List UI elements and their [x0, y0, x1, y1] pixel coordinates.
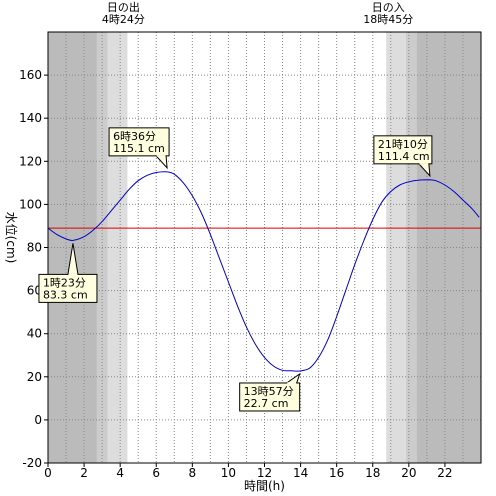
y-tick-label: 160 — [19, 68, 42, 82]
x-tick-label: 12 — [257, 466, 272, 480]
callout-box — [373, 135, 433, 165]
tide-line — [47, 171, 480, 372]
callout-time: 6時36分 — [113, 130, 156, 143]
x-tick-label: 8 — [189, 466, 197, 480]
callout-box — [239, 382, 301, 412]
x-tick-label: 4 — [116, 466, 124, 480]
callout-value: 115.1 cm — [113, 142, 165, 155]
y-tick-label: 80 — [27, 241, 42, 255]
grid-lines — [48, 32, 481, 463]
x-tick-label: 18 — [365, 466, 380, 480]
x-tick-label: 0 — [44, 466, 52, 480]
x-tick-label: 2 — [80, 466, 88, 480]
callout-value: 22.7 cm — [244, 397, 289, 410]
x-tick-label: 6 — [152, 466, 160, 480]
y-tick-label: 20 — [27, 370, 42, 384]
y-tick-label: 100 — [19, 197, 42, 211]
sun-labels: 日の出 4時24分 日の入 18時45分 — [102, 0, 413, 26]
callout-box — [38, 273, 98, 303]
x-axis-ticks: 0 2 4 6 8 10 12 14 16 18 20 22 — [44, 463, 453, 480]
y-axis-label: 水位(cm) — [4, 212, 19, 264]
y-tick-label: -20 — [22, 456, 42, 470]
callout-time: 1時23分 — [43, 276, 86, 289]
x-tick-label: 22 — [437, 466, 452, 480]
y-tick-label: 0 — [34, 413, 42, 427]
x-tick-label: 14 — [293, 466, 308, 480]
callout-box — [108, 127, 170, 157]
tide-series — [47, 171, 480, 372]
sunrise-time: 4時24分 — [102, 13, 145, 26]
sunrise-label: 日の出 — [107, 0, 140, 14]
x-tick-label: 10 — [221, 466, 236, 480]
x-tick-label: 16 — [329, 466, 344, 480]
sunset-label: 日の入 — [372, 1, 405, 14]
callout-value: 83.3 cm — [43, 288, 88, 301]
callout-time: 13時57分 — [244, 385, 294, 398]
x-axis-label: 時間(h) — [244, 479, 285, 493]
sunset-time: 18時45分 — [363, 13, 413, 26]
y-tick-label: 60 — [27, 284, 42, 298]
callout-time: 21時10分 — [378, 138, 428, 151]
y-axis-ticks: -20 0 20 40 60 80 100 120 140 160 — [19, 68, 48, 470]
callout-value: 111.4 cm — [378, 150, 430, 163]
x-tick-label: 20 — [401, 466, 416, 480]
y-tick-label: 40 — [27, 327, 42, 341]
y-tick-label: 120 — [19, 154, 42, 168]
y-tick-label: 140 — [19, 111, 42, 125]
